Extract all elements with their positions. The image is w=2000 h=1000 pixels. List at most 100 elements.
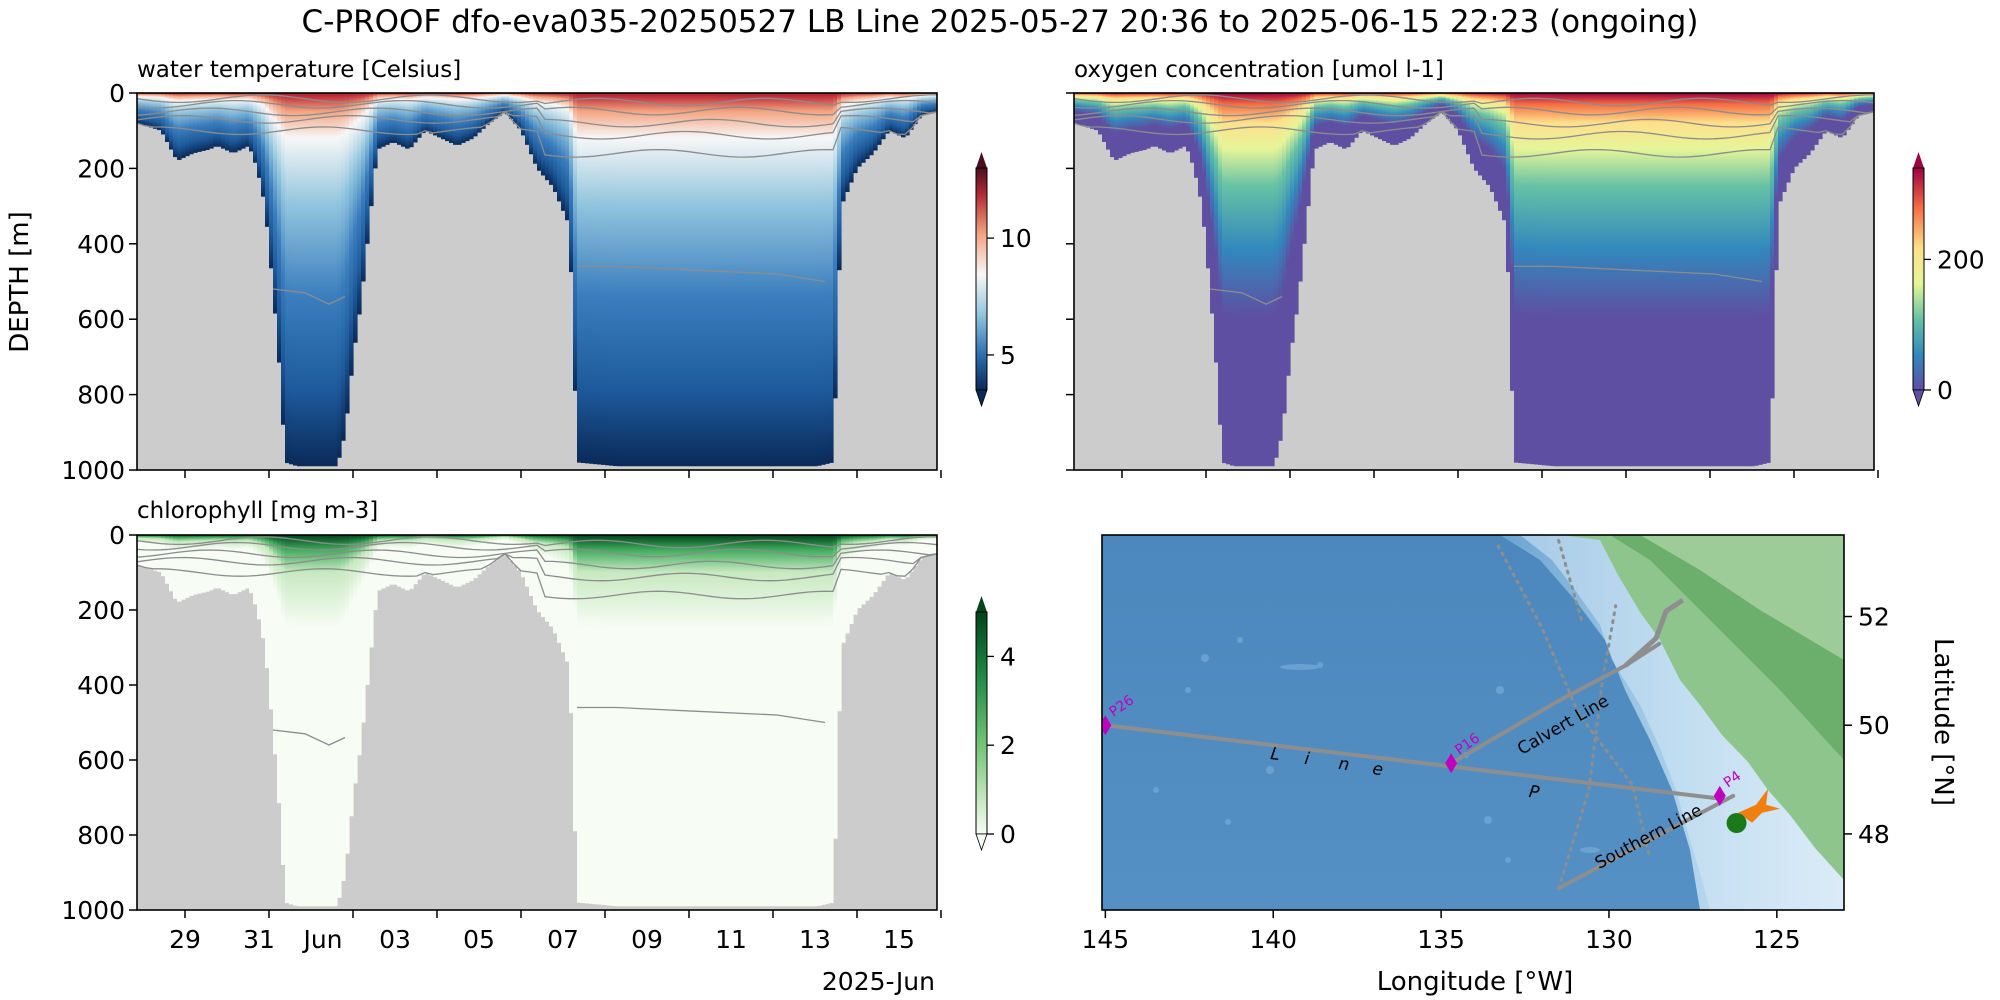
- oxygen-profile-column: [1806, 93, 1811, 156]
- chlorophyll-profile-column: [541, 535, 546, 618]
- temperature-profile-column: [877, 93, 882, 145]
- oxygen-profile-column: [1466, 93, 1471, 155]
- temperature-profile-column: [625, 93, 630, 467]
- temperature-profile-column: [589, 93, 594, 464]
- station-marker: [1102, 715, 1112, 736]
- oxygen-profile-column: [1446, 93, 1451, 119]
- chlorophyll-profile-column: [869, 535, 874, 597]
- temperature-profile-column: [265, 93, 270, 227]
- temperature-profile-column: [485, 93, 490, 126]
- chlorophyll-profile-column: [277, 535, 282, 804]
- glider-tracks: [1103, 538, 1736, 891]
- oxygen-profile-column: [1506, 93, 1511, 273]
- chlorophyll-profile-column: [757, 535, 762, 907]
- track-dotted: [1557, 538, 1584, 624]
- temperature-profile-column: [569, 93, 574, 273]
- chlorophyll-profile-column: [297, 535, 302, 907]
- chlorophyll-profile-column: [413, 535, 418, 585]
- chlorophyll-profile-column: [261, 535, 266, 639]
- oxygen-profile-column: [1570, 93, 1575, 467]
- oxygen-profile-column: [1694, 93, 1699, 467]
- oxygen-profile-column: [1122, 93, 1127, 157]
- chlorophyll-profile-column: [517, 535, 522, 571]
- chlorophyll-profile-column: [713, 535, 718, 907]
- oxygen-profile-column: [1290, 93, 1295, 343]
- oxygen-profile-column: [1742, 93, 1747, 467]
- oxygen-profile-column: [1314, 93, 1319, 149]
- chlorophyll-profile-column: [829, 535, 834, 903]
- chlorophyll-profile-column: [905, 535, 910, 578]
- oxygen-profile-column: [1170, 93, 1175, 153]
- temperature-profile-column: [465, 93, 470, 142]
- temperature-profile-column: [553, 93, 558, 192]
- colorbar-tick-label: 200: [1937, 245, 1985, 274]
- chlorophyll-profile-column: [665, 535, 670, 907]
- oxygen-profile-column: [1430, 93, 1435, 119]
- temperature-profile-column: [281, 93, 286, 425]
- chlorophyll-profile-column: [865, 535, 870, 601]
- chlorophyll-profile-column: [769, 535, 774, 907]
- depth-tick-label: 600: [77, 746, 125, 775]
- temperature-profile-column: [661, 93, 666, 467]
- chlorophyll-profile-column: [533, 535, 538, 606]
- chlorophyll-profile-column: [269, 535, 274, 710]
- track-dotted: [1557, 604, 1618, 890]
- temperature-contour-line: [137, 107, 937, 128]
- chlorophyll-profile-column: [289, 535, 294, 905]
- chlorophyll-profile-column: [781, 535, 786, 907]
- oxygen-profile-column: [1626, 93, 1631, 467]
- oxygen-contours: [1074, 94, 1874, 305]
- temperature-profile-column: [177, 93, 182, 160]
- chlorophyll-profile-column: [453, 535, 458, 587]
- chlorophyll-profile-column: [853, 535, 858, 615]
- temperature-profile-column: [529, 93, 534, 155]
- chlorophyll-colorbar-gradient: [975, 611, 988, 835]
- chlorophyll-profile-column: [193, 535, 198, 595]
- chlorophyll-profile-column: [157, 535, 162, 572]
- depth-tick-label: 600: [77, 305, 125, 334]
- track-dotted: [1496, 544, 1651, 858]
- temperature-profile-column: [285, 93, 290, 464]
- temperature-profile-column: [497, 93, 502, 117]
- chlorophyll-profile-column: [877, 535, 882, 587]
- chlorophyll-profile-column: [369, 535, 374, 648]
- temperature-profile-column: [765, 93, 770, 467]
- temperature-profile-column: [357, 93, 362, 315]
- temperature-profile-column: [725, 93, 730, 467]
- oxygen-profile-column: [1646, 93, 1651, 467]
- chlorophyll-profile-column: [721, 535, 726, 907]
- chlorophyll-profile-column: [309, 535, 314, 907]
- oxygen-profile-column: [1098, 93, 1103, 135]
- temperature-colorbar-extend-max: [976, 152, 987, 168]
- chlorophyll-profile-column: [409, 535, 414, 589]
- longitude-tick-label: 130: [1585, 925, 1633, 954]
- temperature-profile-column: [925, 93, 930, 115]
- latitude-tick-label: 52: [1858, 603, 1890, 632]
- temperature-profile-column: [461, 93, 466, 143]
- chlorophyll-profile-column: [629, 535, 634, 907]
- oxygen-profile-column: [1662, 93, 1667, 467]
- chlorophyll-profile-column: [525, 535, 530, 587]
- oxygen-profile-column: [1138, 93, 1143, 151]
- chlorophyll-profile-column: [637, 535, 642, 907]
- temperature-profile-column: [301, 93, 306, 467]
- position-markers: [1726, 788, 1781, 834]
- temperature-profile-column: [289, 93, 294, 465]
- chlorophyll-profile-column: [253, 535, 258, 605]
- temperature-profile-column: [645, 93, 650, 467]
- temperature-profile-column: [913, 93, 918, 125]
- oxygen-profile-column: [1538, 93, 1543, 465]
- oxygen-profile-column: [1450, 93, 1455, 124]
- oxygen-profile-column: [1270, 93, 1275, 467]
- chlorophyll-profile-column: [293, 535, 298, 906]
- temperature-profile-column: [377, 93, 382, 149]
- chlorophyll-profile-column: [785, 535, 790, 907]
- chlorophyll-profile-column: [561, 535, 566, 653]
- line-p-label-char: L: [1269, 744, 1281, 765]
- chlorophyll-profile-column: [345, 535, 350, 854]
- chlorophyll-profile-column: [701, 535, 706, 907]
- chlorophyll-profile-column: [873, 535, 878, 593]
- oxygen-profile-column: [1846, 93, 1851, 130]
- oxygen-profile-column: [1346, 93, 1351, 148]
